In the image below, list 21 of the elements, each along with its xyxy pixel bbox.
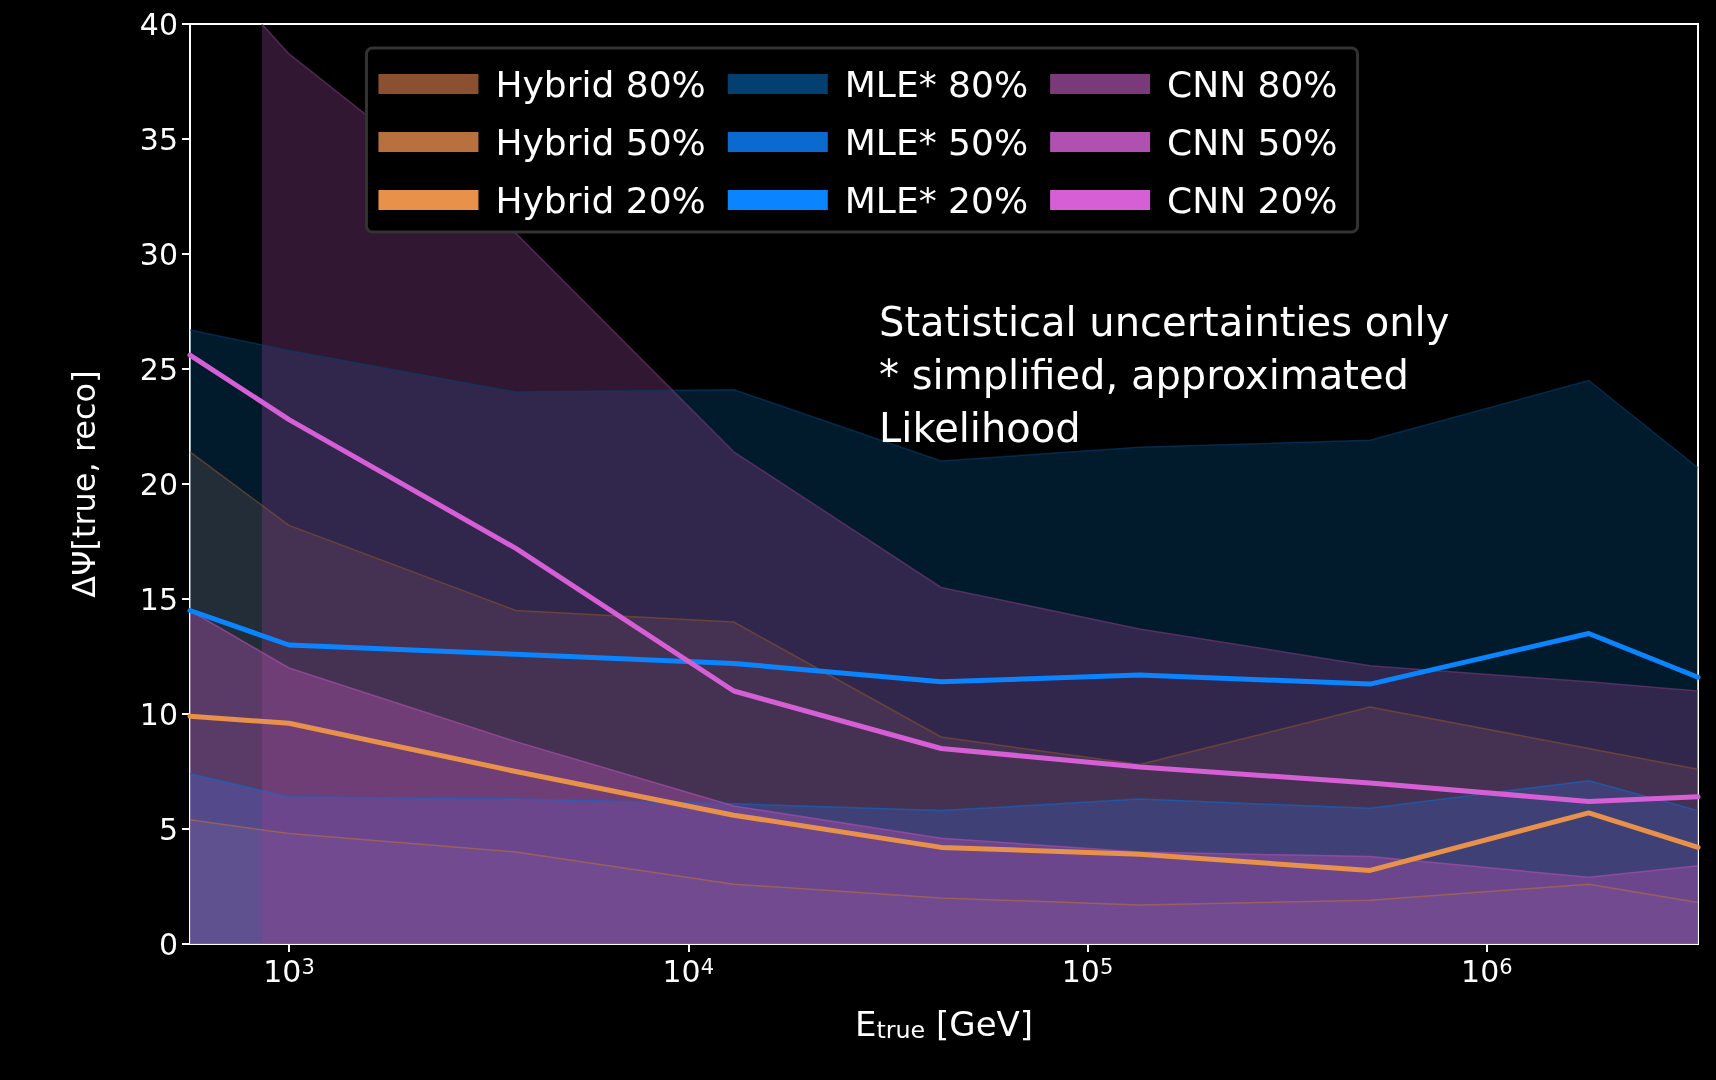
y-tick-label: 5	[158, 811, 178, 847]
y-tick-label: 10	[139, 696, 178, 732]
legend-label: MLE* 80%	[844, 63, 1029, 105]
legend-label: CNN 20%	[1167, 179, 1338, 221]
legend-label: CNN 50%	[1167, 121, 1338, 163]
legend-label: CNN 80%	[1167, 63, 1338, 105]
y-axis-title: ΔΨ[true, reco]	[65, 370, 103, 598]
legend-label: Hybrid 80%	[495, 63, 706, 105]
y-tick-label: 40	[139, 6, 178, 42]
legend-label: MLE* 20%	[844, 179, 1029, 221]
y-tick-label: 35	[139, 121, 178, 157]
y-tick-label: 30	[139, 236, 178, 272]
y-tick-label: 15	[139, 581, 178, 617]
y-tick-label: 20	[139, 466, 178, 502]
y-tick-label: 25	[139, 351, 178, 387]
legend-label: Hybrid 20%	[495, 179, 706, 221]
legend-label: MLE* 50%	[844, 121, 1029, 163]
x-axis-title: Etrue [GeV]	[854, 1004, 1034, 1044]
legend-label: Hybrid 50%	[495, 121, 706, 163]
annotation: Statistical uncertainties only * simplified, approximated Likelihood	[879, 298, 1450, 451]
y-tick-label: 0	[158, 926, 178, 962]
